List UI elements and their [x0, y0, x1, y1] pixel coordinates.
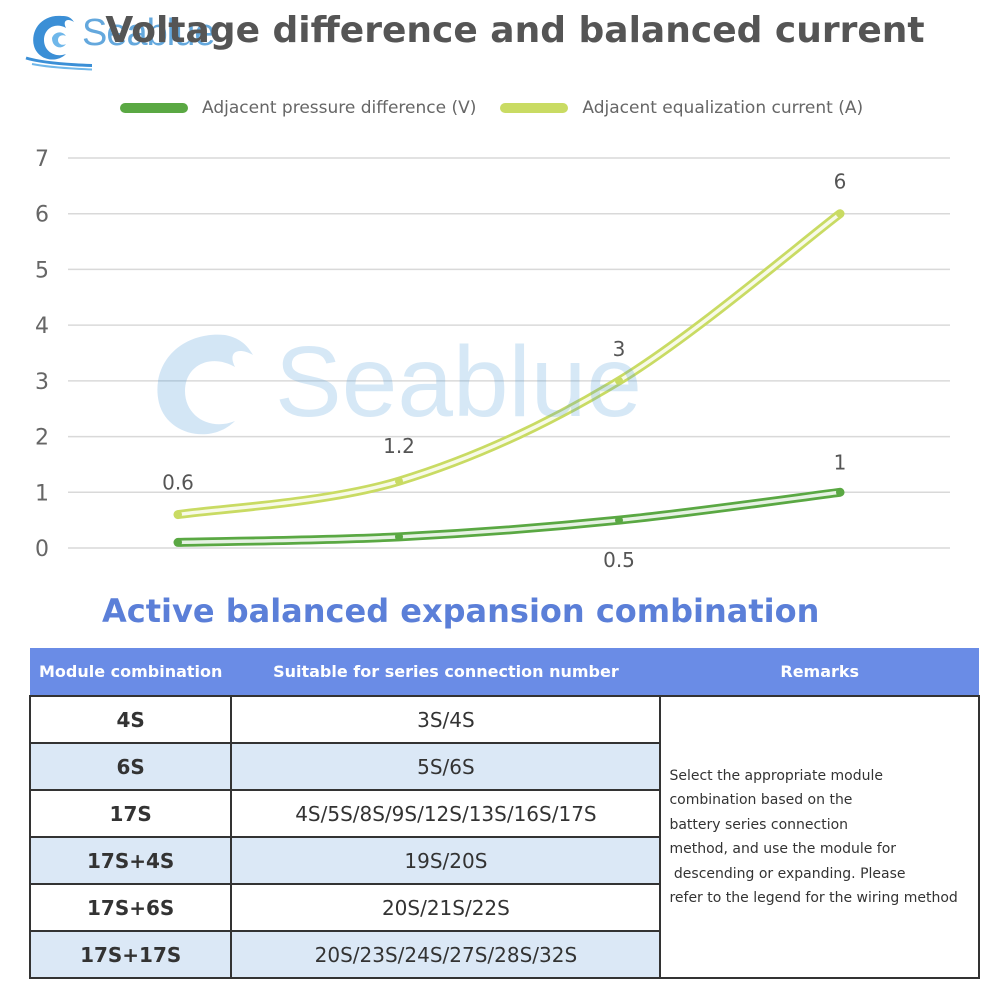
- data-point: [615, 516, 623, 525]
- remarks-line: method, and use the module for: [669, 841, 897, 857]
- data-label: 3: [613, 337, 626, 361]
- series-cell: 20S/21S/22S: [230, 883, 662, 932]
- data-label: 0.2: [383, 567, 415, 570]
- data-point: [395, 477, 403, 486]
- module-cell: 17S+17S: [28, 930, 233, 979]
- table-row: 17S+17S 20S/23S/24S/27S/28S/32S: [28, 930, 979, 979]
- table-header-row: Module combination Suitable for series c…: [30, 648, 979, 696]
- module-cell: 4S: [28, 695, 233, 744]
- remarks-line: Select the appropriate module: [669, 767, 884, 784]
- legend-swatch-pressure: [120, 103, 188, 113]
- module-cell: 17S: [28, 789, 233, 838]
- series-cell: 3S/4S: [230, 695, 662, 744]
- legend-label-pressure: Adjacent pressure difference (V): [202, 98, 477, 118]
- brand-name: Seablue: [82, 12, 215, 54]
- data-label: 1: [834, 450, 847, 474]
- data-label: 1.2: [383, 434, 415, 458]
- data-label: 0.6: [162, 471, 194, 495]
- series-cell: 4S/5S/8S/9S/12S/13S/16S/17S: [230, 789, 662, 838]
- y-tick-label: 0: [35, 537, 49, 562]
- series-line-highlight: [176, 490, 842, 545]
- y-tick-label: 3: [35, 370, 49, 395]
- y-tick-label: 5: [35, 258, 49, 283]
- series-cell: 19S/20S: [230, 836, 662, 885]
- chart-series: [173, 209, 845, 547]
- data-point: [615, 376, 623, 385]
- data-label: 6: [834, 170, 847, 194]
- header-series: Suitable for series connection number: [231, 648, 661, 696]
- module-cell: 17S+6S: [28, 883, 233, 932]
- remarks-line: refer to the legend for the wiring metho…: [669, 890, 958, 906]
- legend-label-current: Adjacent equalization current (A): [582, 98, 864, 118]
- series-line-highlight: [176, 211, 842, 517]
- data-point: [836, 488, 844, 497]
- y-tick-label: 6: [35, 203, 49, 228]
- series-line-current: [173, 209, 845, 520]
- data-point: [174, 510, 182, 519]
- remarks-line: descending or expanding. Please: [669, 865, 906, 882]
- combination-table: Module combination Suitable for series c…: [28, 648, 980, 979]
- section-title: Active balanced expansion combination: [102, 592, 820, 630]
- table-row: 6S 5S/6S: [28, 742, 979, 791]
- remarks-line: combination based on the: [669, 792, 853, 808]
- data-point: [174, 538, 182, 547]
- data-point: [836, 209, 844, 218]
- table-row: 17S+4S 19S/20S: [28, 836, 979, 885]
- y-tick-label: 2: [35, 426, 49, 451]
- page-title: Voltage difference and balanced current: [105, 10, 925, 51]
- series-cell: 5S/6S: [230, 742, 662, 791]
- header-module: Module combination: [30, 648, 232, 696]
- y-axis-ticks: 0 1 2 3 4 5 6 7: [35, 147, 49, 562]
- remarks-cell: Select the appropriate module combinatio…: [659, 695, 980, 979]
- brand-logo: Seablue: [22, 8, 233, 75]
- header-remarks: Remarks: [660, 648, 979, 696]
- chart-legend: Adjacent pressure difference (V) Adjacen…: [120, 98, 869, 118]
- table-row: 17S 4S/5S/8S/9S/12S/13S/16S/17S: [28, 789, 979, 838]
- y-tick-label: 7: [35, 147, 49, 172]
- legend-item-current: Adjacent equalization current (A): [500, 98, 863, 118]
- remarks-line: battery series connection: [669, 816, 849, 833]
- chart-grid: [68, 157, 950, 549]
- series-cell: 20S/23S/24S/27S/28S/32S: [230, 930, 662, 979]
- table-row: 17S+6S 20S/21S/22S: [28, 883, 979, 932]
- legend-swatch-current: [500, 103, 569, 113]
- module-cell: 17S+4S: [28, 836, 233, 885]
- legend-item-pressure: Adjacent pressure difference (V): [120, 98, 476, 118]
- y-tick-label: 1: [35, 481, 49, 506]
- data-point: [395, 532, 403, 541]
- module-cell: 6S: [28, 742, 233, 791]
- data-label: 0.5: [603, 548, 635, 570]
- table-row: 4S 3S/4S Select the appropriate module c…: [28, 695, 980, 979]
- y-tick-label: 4: [35, 314, 49, 339]
